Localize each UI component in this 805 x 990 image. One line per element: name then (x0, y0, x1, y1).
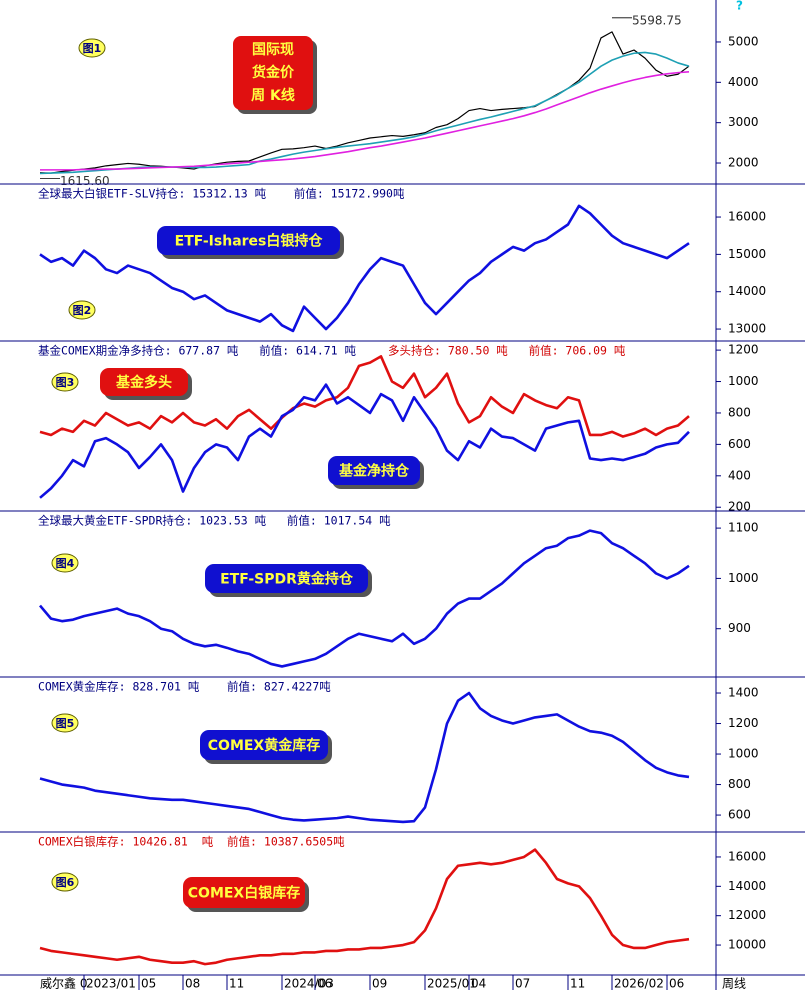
y-tick-label: 10000 (728, 938, 766, 952)
panel-header: 多头持仓: 780.50 吨 前值: 706.09 吨 (388, 344, 626, 358)
data-line (40, 71, 690, 171)
badge (200, 730, 328, 760)
y-tick-label: 1200 (728, 716, 759, 730)
y-tick-label: 600 (728, 808, 751, 822)
panel-header: 全球最大白银ETF-SLV持仓: 15312.13 吨 前值: 15172.99… (38, 187, 405, 201)
badge-label: COMEX白银库存 (188, 885, 300, 902)
tag-label: 图2 (73, 304, 92, 317)
title-box (233, 36, 313, 110)
data-line (39, 51, 690, 175)
tag-label: 图5 (56, 717, 75, 730)
tag-badge (51, 553, 79, 573)
y-tick-label: 5000 (728, 34, 759, 48)
badge (328, 456, 420, 485)
badge-label: COMEX黄金库存 (208, 737, 320, 754)
tag-badge (51, 872, 79, 892)
tag-label: 图1 (83, 42, 102, 55)
x-tick-label: 05 (141, 977, 156, 990)
y-tick-label: 1000 (728, 571, 759, 585)
data-line (39, 204, 690, 333)
data-line (39, 383, 690, 499)
badge-label: ETF-Ishares白银持仓 (175, 233, 324, 250)
y-tick-label: 4000 (728, 75, 759, 89)
x-tick-label: 2024/03 (284, 977, 334, 990)
y-tick-label: 3000 (728, 115, 759, 129)
badge-label: 基金净持仓 (339, 463, 410, 480)
x-tick-label: 07 (515, 977, 530, 990)
y-tick-label: 800 (728, 777, 751, 791)
title-line: 国际现 (252, 42, 294, 58)
data-line (39, 529, 690, 668)
annotation-label: 5598.75 (632, 13, 682, 27)
title-line: 周 K线 (251, 87, 295, 104)
y-tick-label: 600 (728, 437, 751, 451)
tag-label: 图6 (56, 876, 75, 889)
badge (100, 368, 188, 396)
y-tick-label: 1000 (728, 747, 759, 761)
y-tick-label: 13000 (728, 322, 766, 336)
x-tick-label: 2023/01 (86, 977, 136, 990)
y-tick-label: 900 (728, 621, 751, 635)
y-tick-label: 15000 (728, 247, 766, 261)
x-tick-label: 06 (669, 977, 684, 990)
y-tick-label: 16000 (728, 210, 766, 224)
x-tick-label: 08 (185, 977, 200, 990)
data-line (39, 691, 690, 824)
panel-header: COMEX白银库存: 10426.81 吨 前值: 10387.6505吨 (38, 835, 345, 849)
y-tick-label: 1400 (728, 686, 759, 700)
source-label: 威尔鑫 0 (40, 976, 87, 990)
tag-label: 图4 (56, 557, 75, 570)
y-tick-label: 200 (728, 500, 751, 514)
data-line (39, 848, 690, 966)
y-tick-label: 1100 (728, 521, 759, 535)
data-line (39, 31, 690, 174)
period-label: 周线 (722, 977, 746, 990)
panel-header: 全球最大黄金ETF-SPDR持仓: 1023.53 吨 前值: 1017.54 … (38, 514, 391, 528)
tag-badge (68, 300, 96, 320)
x-tick-label: 11 (229, 977, 244, 990)
tag-badge (78, 38, 106, 58)
badge (205, 564, 368, 593)
y-tick-label: 400 (728, 468, 751, 482)
panel-header: COMEX黄金库存: 828.701 吨 前值: 827.4227吨 (38, 680, 331, 694)
help-icon[interactable]: ? (736, 0, 743, 13)
x-tick-label: 04 (471, 977, 486, 990)
x-tick-label: 11 (570, 977, 585, 990)
y-tick-label: 16000 (728, 849, 766, 863)
x-tick-label: 2025/01 (427, 977, 477, 990)
panel-header: 基金COMEX期金净多持仓: 677.87 吨 前值: 614.71 吨 (38, 344, 357, 358)
y-tick-label: 14000 (728, 879, 766, 893)
y-tick-label: 800 (728, 405, 751, 419)
x-tick-label: 06 (317, 977, 332, 990)
tag-badge (51, 713, 79, 733)
x-tick-label: 09 (372, 977, 387, 990)
y-tick-label: 1200 (728, 343, 759, 357)
data-line (39, 355, 690, 438)
badge-label: 基金多头 (116, 374, 172, 391)
x-tick-label: 2026/02 (614, 977, 664, 990)
badge (157, 226, 340, 255)
badge-label: ETF-SPDR黄金持仓 (220, 571, 354, 588)
annotation-label: 1615.60 (60, 174, 110, 188)
tag-badge (51, 372, 79, 392)
y-tick-label: 1000 (728, 374, 759, 388)
tag-label: 图3 (56, 376, 75, 389)
badge (183, 877, 305, 908)
y-tick-label: 14000 (728, 284, 766, 298)
title-line: 货金价 (251, 64, 295, 81)
y-tick-label: 2000 (728, 156, 759, 170)
y-tick-label: 12000 (728, 908, 766, 922)
